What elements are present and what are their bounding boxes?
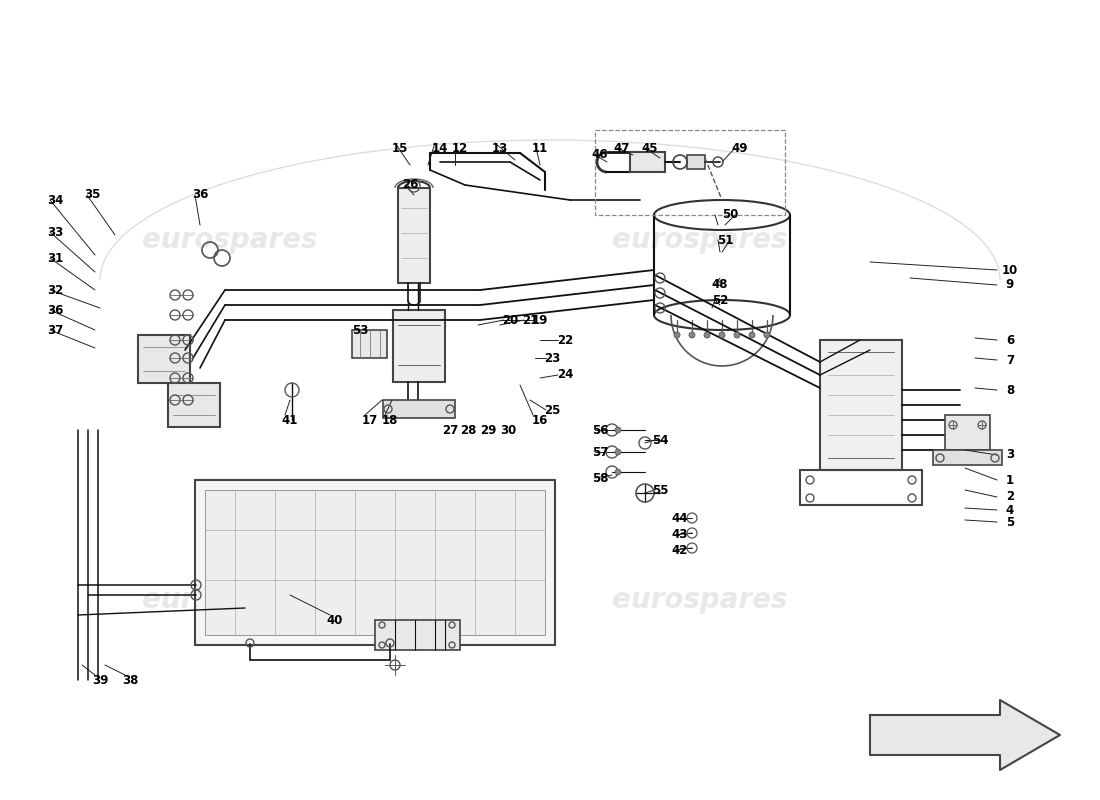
Circle shape	[734, 332, 740, 338]
Bar	[138, 335, 190, 383]
Bar	[352, 330, 387, 358]
Bar	[688, 155, 705, 169]
Bar	[375, 620, 460, 650]
Text: 2: 2	[1005, 490, 1014, 503]
Text: 24: 24	[557, 369, 573, 382]
Text: 32: 32	[47, 283, 63, 297]
Bar	[820, 340, 902, 470]
Text: 23: 23	[543, 351, 560, 365]
Circle shape	[704, 332, 710, 338]
Text: eurospares: eurospares	[142, 226, 318, 254]
Text: 7: 7	[1005, 354, 1014, 366]
Polygon shape	[870, 700, 1060, 770]
Circle shape	[764, 332, 770, 338]
Text: 1: 1	[1005, 474, 1014, 486]
Text: 29: 29	[480, 423, 496, 437]
Bar	[933, 450, 1002, 465]
Text: 43: 43	[672, 529, 689, 542]
Bar	[630, 152, 666, 172]
Text: 21: 21	[521, 314, 538, 326]
Text: 48: 48	[712, 278, 728, 291]
Text: 36: 36	[191, 189, 208, 202]
Circle shape	[674, 332, 680, 338]
Text: 30: 30	[499, 423, 516, 437]
Text: 56: 56	[592, 423, 608, 437]
Text: 44: 44	[672, 511, 689, 525]
Text: 12: 12	[452, 142, 469, 154]
Text: 41: 41	[282, 414, 298, 426]
Text: 22: 22	[557, 334, 573, 346]
Text: 25: 25	[543, 403, 560, 417]
Text: 54: 54	[651, 434, 669, 446]
Text: 37: 37	[47, 323, 63, 337]
Text: 18: 18	[382, 414, 398, 426]
Text: 53: 53	[352, 323, 368, 337]
Text: 10: 10	[1002, 263, 1019, 277]
Text: 42: 42	[672, 543, 689, 557]
Text: eurospares: eurospares	[613, 586, 788, 614]
Circle shape	[615, 449, 622, 455]
Text: 33: 33	[47, 226, 63, 238]
Text: 39: 39	[91, 674, 108, 686]
Text: 16: 16	[531, 414, 548, 426]
Text: 47: 47	[614, 142, 630, 154]
Text: 27: 27	[442, 423, 458, 437]
Text: 19: 19	[531, 314, 548, 326]
Text: 6: 6	[1005, 334, 1014, 346]
Text: 52: 52	[712, 294, 728, 306]
Text: 34: 34	[47, 194, 63, 206]
Text: 58: 58	[592, 471, 608, 485]
Text: 4: 4	[1005, 503, 1014, 517]
Text: 13: 13	[492, 142, 508, 154]
Text: 46: 46	[592, 149, 608, 162]
Bar	[398, 188, 430, 283]
Text: 17: 17	[362, 414, 378, 426]
Circle shape	[689, 332, 695, 338]
Text: 50: 50	[722, 209, 738, 222]
Text: 20: 20	[502, 314, 518, 326]
Text: 14: 14	[432, 142, 448, 154]
Text: 36: 36	[47, 303, 63, 317]
Text: 49: 49	[732, 142, 748, 154]
Text: 38: 38	[122, 674, 139, 686]
Circle shape	[749, 332, 755, 338]
Text: 15: 15	[392, 142, 408, 154]
Text: 51: 51	[717, 234, 734, 246]
Text: 55: 55	[651, 483, 669, 497]
Bar	[393, 310, 446, 382]
Text: eurospares: eurospares	[142, 586, 318, 614]
Text: 40: 40	[327, 614, 343, 626]
Text: 11: 11	[532, 142, 548, 154]
Text: 9: 9	[1005, 278, 1014, 291]
Text: 5: 5	[1005, 515, 1014, 529]
Text: 8: 8	[1005, 383, 1014, 397]
Bar	[383, 400, 455, 418]
Text: eurospares: eurospares	[613, 226, 788, 254]
Circle shape	[719, 332, 725, 338]
Text: 3: 3	[1005, 449, 1014, 462]
Bar	[168, 383, 220, 427]
Text: 35: 35	[84, 189, 100, 202]
Bar	[195, 480, 556, 645]
Bar	[205, 490, 544, 635]
Text: 57: 57	[592, 446, 608, 458]
Text: 45: 45	[641, 142, 658, 154]
Text: 26: 26	[402, 178, 418, 191]
Bar	[945, 415, 990, 450]
Text: 28: 28	[460, 423, 476, 437]
Circle shape	[615, 469, 622, 475]
Text: 31: 31	[47, 251, 63, 265]
Circle shape	[615, 427, 622, 433]
